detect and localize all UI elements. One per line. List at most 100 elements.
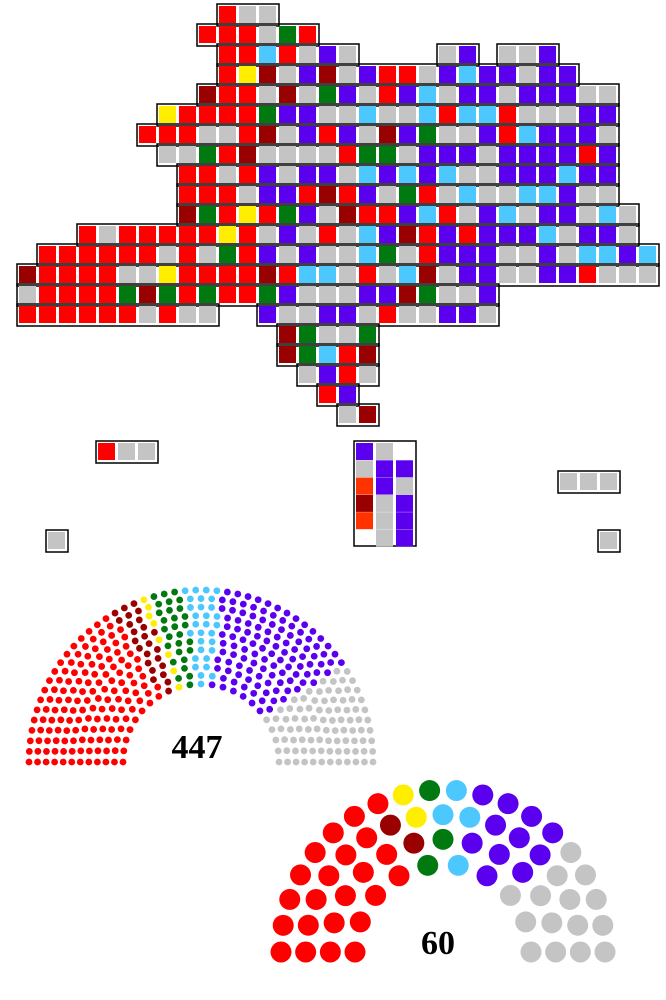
constituency bbox=[239, 106, 256, 123]
constituency bbox=[419, 246, 436, 263]
seat bbox=[356, 827, 378, 849]
constituency bbox=[79, 226, 96, 243]
seat bbox=[300, 747, 308, 755]
seat bbox=[197, 680, 205, 688]
constituency bbox=[359, 206, 376, 223]
seat bbox=[140, 596, 148, 604]
seat bbox=[42, 706, 50, 713]
seat bbox=[317, 660, 325, 668]
seat bbox=[329, 678, 337, 685]
seat bbox=[120, 747, 128, 755]
seat bbox=[165, 687, 172, 695]
region-outline bbox=[76, 223, 640, 247]
seat bbox=[261, 655, 268, 663]
seat bbox=[43, 748, 50, 755]
constituency bbox=[459, 46, 476, 63]
constituency bbox=[39, 286, 56, 303]
constituency bbox=[59, 246, 76, 263]
seat bbox=[114, 736, 121, 744]
constituency bbox=[419, 126, 436, 143]
constituency bbox=[259, 126, 276, 143]
constituency bbox=[559, 106, 576, 123]
seat bbox=[82, 643, 89, 650]
constituency bbox=[319, 66, 336, 83]
seat bbox=[192, 663, 199, 671]
seat bbox=[250, 603, 257, 611]
seat bbox=[51, 686, 58, 694]
seat bbox=[98, 663, 106, 670]
seat bbox=[357, 696, 365, 704]
seat bbox=[126, 650, 134, 658]
seat bbox=[135, 616, 143, 624]
seat bbox=[234, 625, 241, 633]
seat bbox=[283, 609, 291, 617]
seat bbox=[202, 612, 210, 620]
seat bbox=[96, 653, 103, 661]
constituency bbox=[279, 306, 296, 323]
seat bbox=[229, 633, 237, 641]
constituency bbox=[539, 246, 556, 263]
seat bbox=[512, 861, 534, 883]
seat bbox=[369, 748, 377, 755]
seat bbox=[203, 655, 211, 662]
seat bbox=[186, 638, 194, 646]
seat bbox=[240, 654, 248, 662]
constituency bbox=[319, 266, 336, 283]
seat bbox=[135, 665, 143, 673]
seat bbox=[286, 726, 294, 733]
constituency bbox=[339, 186, 356, 203]
constituency bbox=[359, 186, 376, 203]
constituency bbox=[99, 266, 116, 283]
constituency bbox=[439, 206, 456, 223]
seat bbox=[108, 705, 116, 712]
constituency bbox=[339, 66, 356, 83]
constituency bbox=[319, 326, 336, 343]
constituency bbox=[339, 366, 356, 383]
seat bbox=[42, 758, 50, 766]
seat bbox=[255, 672, 263, 680]
constituency bbox=[600, 473, 617, 490]
seat bbox=[186, 681, 194, 689]
seat bbox=[79, 688, 86, 695]
constituency bbox=[399, 66, 416, 83]
seat bbox=[290, 696, 298, 704]
constituency bbox=[319, 86, 336, 103]
seat bbox=[176, 631, 184, 638]
constituency bbox=[319, 186, 336, 203]
seat bbox=[249, 640, 257, 648]
constituency bbox=[579, 126, 596, 143]
seat bbox=[316, 688, 323, 695]
seat bbox=[180, 656, 188, 664]
constituency bbox=[459, 226, 476, 243]
seat bbox=[91, 670, 99, 678]
seat bbox=[101, 685, 109, 693]
constituency bbox=[339, 246, 356, 263]
constituency bbox=[619, 226, 636, 243]
seat bbox=[192, 586, 200, 594]
seat bbox=[124, 662, 132, 670]
constituency bbox=[279, 166, 296, 183]
constituency bbox=[119, 226, 136, 243]
constituency bbox=[119, 286, 136, 303]
seat bbox=[272, 642, 280, 650]
constituency bbox=[179, 306, 196, 323]
constituency bbox=[259, 186, 276, 203]
constituency bbox=[239, 146, 256, 163]
seat bbox=[259, 665, 267, 673]
seat bbox=[239, 600, 247, 608]
constituency bbox=[239, 226, 256, 243]
seat bbox=[317, 747, 325, 755]
seat bbox=[103, 715, 111, 722]
constituency bbox=[139, 226, 156, 243]
constituency bbox=[299, 126, 316, 143]
seat bbox=[160, 616, 168, 624]
seat bbox=[559, 888, 581, 910]
seat bbox=[337, 659, 345, 667]
constituency bbox=[299, 146, 316, 163]
seat bbox=[592, 914, 614, 936]
seat bbox=[230, 678, 238, 686]
seat bbox=[594, 941, 616, 963]
constituency bbox=[339, 86, 356, 103]
seat bbox=[76, 758, 84, 766]
constituency bbox=[319, 166, 336, 183]
